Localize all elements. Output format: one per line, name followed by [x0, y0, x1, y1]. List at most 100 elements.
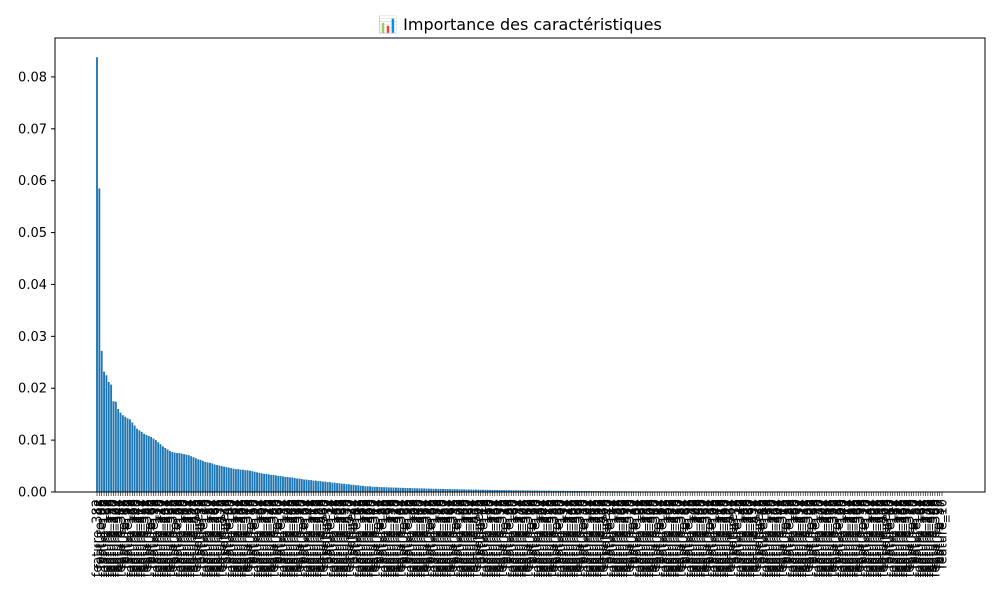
x-tick-label: feature_217 — [180, 499, 195, 577]
x-tick-label: feature_136 — [149, 499, 164, 577]
bar — [96, 57, 98, 492]
x-tick-label: feature_260 — [742, 499, 757, 577]
bar — [312, 480, 315, 492]
x-tick-label: feature_262 — [615, 499, 630, 577]
bar — [578, 490, 581, 492]
bar — [439, 488, 442, 492]
x-tick-label: feature_124 — [912, 499, 927, 577]
bar — [540, 490, 543, 492]
bar — [460, 489, 463, 492]
x-tick-label: feature_22 — [804, 499, 819, 569]
x-tick-label: feature_43 — [881, 499, 896, 569]
x-tick-label: feature_240 — [131, 499, 146, 577]
bar — [225, 467, 228, 492]
x-tick-label: feature_246 — [691, 499, 706, 577]
x-tick-label: feature_56 — [526, 499, 541, 569]
bar — [573, 490, 576, 492]
x-tick-label: feature_123 — [505, 499, 520, 577]
x-tick-label: feature_30 — [295, 499, 310, 569]
bar — [133, 425, 136, 492]
y-tick-label: 0.08 — [18, 70, 47, 85]
bar — [291, 477, 294, 492]
x-tick-label: feature_176 — [432, 499, 447, 577]
x-tick-label: feature_211 — [561, 499, 576, 577]
bar — [340, 483, 343, 492]
bar — [465, 489, 468, 492]
bar — [310, 480, 313, 492]
x-tick-label: feature_132 — [404, 499, 419, 577]
x-tick-label: feature_70 — [578, 499, 593, 569]
x-tick-label: feature_250 — [437, 499, 452, 577]
x-tick-label: feature_151 — [608, 499, 623, 577]
bar — [129, 419, 131, 492]
x-tick-label: feature_363 — [316, 499, 331, 577]
bar — [173, 452, 176, 492]
x-tick-label: feature_291 — [185, 499, 200, 577]
x-tick-label: feature_93 — [528, 499, 543, 569]
x-tick-label: feature_347 — [392, 499, 407, 577]
x-tick-label: feature_366 — [597, 499, 612, 577]
bar — [427, 488, 430, 492]
x-tick-label: feature_12 — [498, 499, 513, 569]
bar — [569, 490, 572, 492]
x-tick-label: feature_318 — [823, 499, 838, 577]
bar — [371, 486, 374, 492]
x-tick-label: feature_394 — [700, 499, 715, 577]
x-tick-label: feature_216 — [714, 499, 729, 577]
bar — [543, 490, 546, 492]
x-tick-label: feature_295 — [872, 499, 887, 577]
x-tick-label: feature_174 — [559, 499, 574, 577]
bar — [114, 401, 117, 492]
bar — [317, 481, 320, 492]
x-tick-label: feature_301 — [491, 499, 506, 577]
bar — [190, 456, 193, 492]
x-tick-label: feature_16 — [243, 499, 258, 569]
bar — [522, 490, 524, 492]
x-tick-label: feature_311 — [797, 499, 812, 577]
bar — [458, 489, 461, 492]
x-tick-label: feature_1 — [726, 499, 741, 561]
bar — [507, 490, 510, 492]
bar — [326, 482, 329, 492]
x-tick-label: feature_53 — [246, 499, 261, 569]
x-tick-label: feature_245 — [284, 499, 299, 577]
bar — [515, 490, 517, 492]
x-tick-label: feature_171 — [279, 499, 294, 577]
x-tick-label: feature_48 — [93, 499, 108, 569]
bar — [489, 489, 492, 492]
x-tick-label: feature_55 — [119, 499, 134, 569]
x-tick-label: feature_258 — [870, 499, 885, 577]
x-tick-label: feature_259 — [335, 499, 350, 577]
bar — [411, 488, 414, 492]
bar — [121, 415, 124, 492]
x-tick-label: feature_207 — [815, 499, 830, 577]
x-tick-label: feature_92 — [121, 499, 136, 569]
x-tick-label: feature_361 — [444, 499, 459, 577]
bar — [218, 465, 221, 492]
x-tick-label: feature_107 — [580, 499, 595, 577]
bar — [307, 480, 310, 492]
x-tick-label: feature_113 — [199, 499, 214, 577]
bar — [253, 471, 256, 492]
bar — [413, 488, 416, 492]
x-tick-label: feature_102 — [427, 499, 442, 577]
bar — [256, 472, 258, 492]
x-tick-label: feature_24 — [677, 499, 692, 569]
x-tick-label: feature_8 — [752, 499, 767, 561]
bar — [251, 471, 254, 492]
x-tick-label: feature_127 — [251, 499, 266, 577]
x-tick-label: feature_396 — [573, 499, 588, 577]
x-tick-label: feature_225 — [613, 499, 628, 577]
x-tick-label: feature_144 — [582, 499, 597, 577]
x-tick-label: feature_281 — [820, 499, 835, 577]
x-tick-label: feature_253 — [717, 499, 732, 577]
bar — [500, 490, 503, 492]
x-tick-label: feature_134 — [276, 499, 291, 577]
bar — [432, 488, 435, 492]
x-tick-label: feature_160 — [507, 499, 522, 577]
x-tick-label: feature_235 — [919, 499, 934, 577]
x-tick-label: feature_199 — [382, 499, 397, 577]
x-tick-label: feature_247 — [156, 499, 171, 577]
bar — [416, 488, 419, 492]
x-tick-label: feature_81 — [349, 499, 364, 569]
